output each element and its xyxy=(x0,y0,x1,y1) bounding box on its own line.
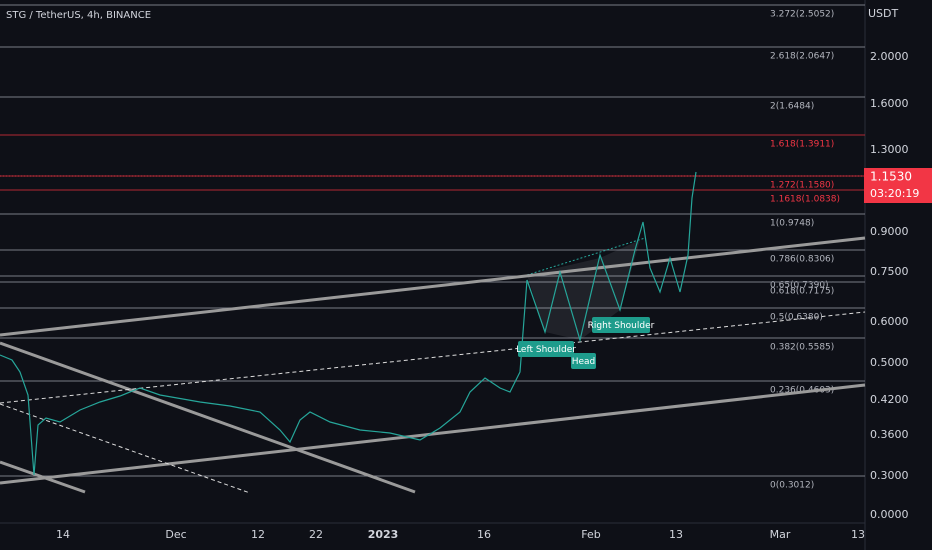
time-label: 16 xyxy=(477,528,491,541)
countdown: 03:20:19 xyxy=(870,187,919,200)
trend-lines xyxy=(0,236,866,494)
price-label: 0.3000 xyxy=(870,469,909,482)
pattern-label-box xyxy=(571,353,596,369)
time-label: 13 xyxy=(669,528,683,541)
price-label: 1.3000 xyxy=(870,143,909,156)
fib-label: 1.272(1.1580) xyxy=(770,181,834,191)
current-price: 1.1530 xyxy=(870,170,912,184)
fib-label: 2.618(2.0647) xyxy=(770,52,834,62)
fib-label: 0(0.3012) xyxy=(770,481,814,491)
fib-label: 1.618(1.3911) xyxy=(770,140,834,150)
price-label: 0.9000 xyxy=(870,225,909,238)
pattern-label: Left Shoulder xyxy=(516,345,576,355)
time-label: Mar xyxy=(770,528,791,541)
time-label: 2023 xyxy=(368,528,399,541)
time-label: Feb xyxy=(581,528,600,541)
currency-label: USDT xyxy=(868,7,899,20)
fib-label: 3.272(2.5052) xyxy=(770,10,834,20)
price-label: 0.3600 xyxy=(870,428,909,441)
fib-label: 1.1618(1.0838) xyxy=(770,195,840,205)
fib-label: 0.382(0.5585) xyxy=(770,343,834,353)
time-axis: 14 Dec 12 22 2023 16 Feb 13 Mar 13 xyxy=(56,528,865,541)
price-label: 2.0000 xyxy=(870,50,909,63)
time-label: 12 xyxy=(251,528,265,541)
fib-label: 0.236(0.4603) xyxy=(770,386,834,396)
fib-label: 0.65(0.7390) xyxy=(770,281,829,291)
fib-label: 2(1.6484) xyxy=(770,102,814,112)
price-label: 0.5000 xyxy=(870,356,909,369)
price-axis: 2.0000 1.6000 1.3000 0.9000 0.7500 0.6000 0.50… xyxy=(870,50,909,521)
pattern-label: Head xyxy=(572,357,596,367)
time-label: 13 xyxy=(851,528,865,541)
pattern-labels: Left Shoulder Head Right Shoulder xyxy=(516,317,655,369)
fib-label: 0.786(0.8306) xyxy=(770,255,834,265)
pattern-label: Right Shoulder xyxy=(588,321,655,331)
price-label: 1.6000 xyxy=(870,97,909,110)
price-label: 0.7500 xyxy=(870,265,909,278)
pattern-label-box xyxy=(592,317,650,333)
current-price-box xyxy=(864,168,932,203)
pattern-label-box xyxy=(518,341,574,357)
time-label: 22 xyxy=(309,528,323,541)
price-label: 0.4200 xyxy=(870,393,909,406)
neckline xyxy=(526,237,646,276)
fib-label: 0.5(0.6380) xyxy=(770,313,823,323)
price-label: 0.0000 xyxy=(870,508,909,521)
time-label: Dec xyxy=(165,528,186,541)
price-label: 0.6000 xyxy=(870,315,909,328)
fib-label: 0.618(0.7175) xyxy=(770,287,834,297)
time-label: 14 xyxy=(56,528,70,541)
symbol-title: STG / TetherUS, 4h, BINANCE xyxy=(6,10,151,21)
price-path xyxy=(0,171,697,476)
fib-label: 1(0.9748) xyxy=(770,219,814,229)
